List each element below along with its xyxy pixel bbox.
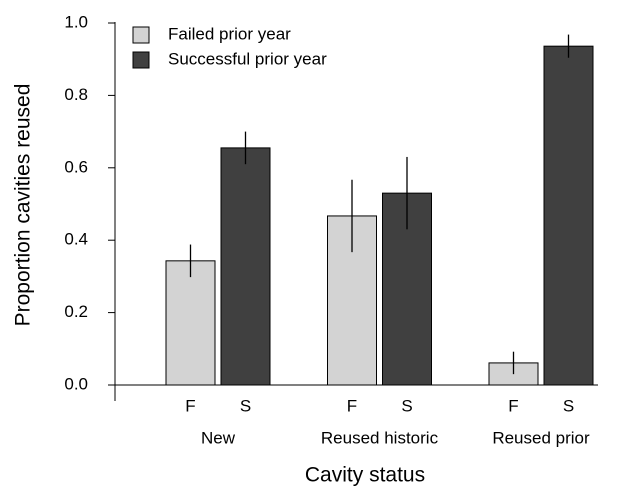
y-tick-label: 0.6 — [64, 157, 88, 176]
bar-label: S — [240, 396, 251, 415]
legend-label: Failed prior year — [168, 24, 291, 43]
legend-label: Successful prior year — [168, 49, 327, 68]
bar-label: S — [563, 396, 574, 415]
bar-label: F — [508, 396, 518, 415]
category-label: Reused historic — [321, 428, 439, 447]
bar-label: S — [401, 396, 412, 415]
category-label: New — [201, 428, 236, 447]
y-tick-label: 0.0 — [64, 374, 88, 393]
y-tick-label: 0.2 — [64, 302, 88, 321]
x-axis-label: Cavity status — [305, 464, 425, 487]
bar — [220, 147, 271, 386]
bar-label: F — [347, 396, 357, 415]
legend-key — [132, 51, 150, 69]
y-tick-label: 0.4 — [64, 230, 88, 249]
y-tick-label: 1.0 — [64, 12, 88, 31]
bar — [165, 260, 216, 386]
legend-key — [132, 26, 150, 44]
category-label: Reused prior — [492, 428, 590, 447]
y-axis-label: Proportion cavities reused — [12, 84, 35, 327]
bar-label: F — [185, 396, 195, 415]
y-tick-label: 0.8 — [64, 85, 88, 104]
bar — [543, 45, 594, 386]
